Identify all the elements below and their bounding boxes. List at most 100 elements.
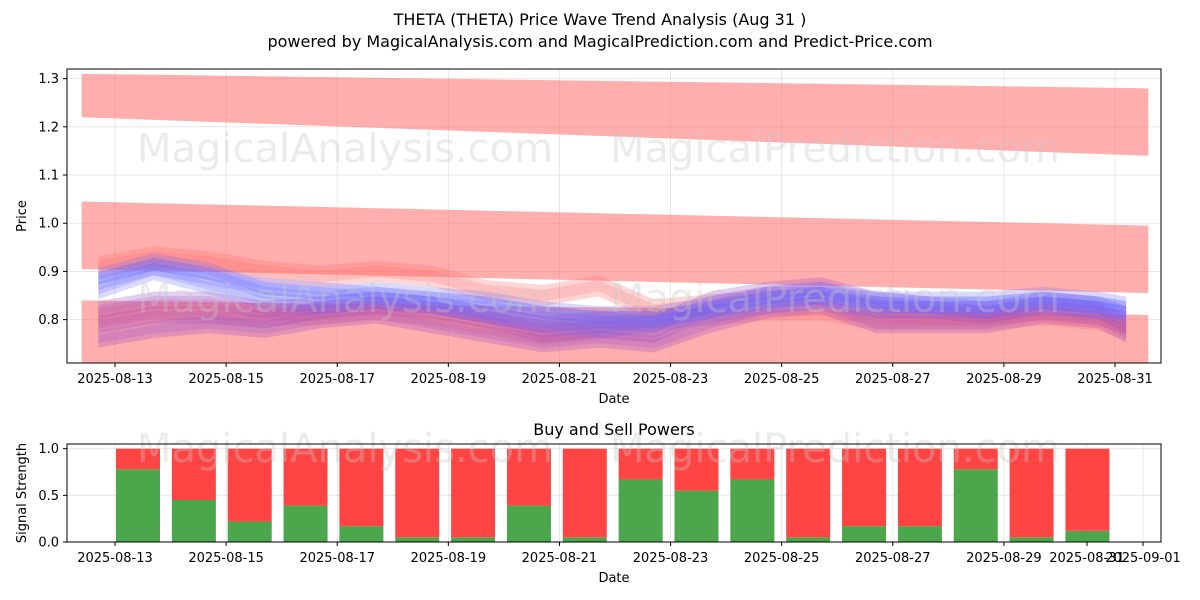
buy-bar <box>395 537 440 542</box>
price-plot-frame <box>66 68 1162 364</box>
blue-wave-0 <box>98 257 1127 329</box>
price-x-tick-label: 2025-08-27 <box>855 372 931 387</box>
buy-bar <box>1065 530 1110 542</box>
buy-bar <box>953 469 998 542</box>
signal-x-ticks: 2025-08-13 2025-08-15 2025-08-17 2025-08-19… <box>77 542 1181 566</box>
buy-bar <box>786 537 831 542</box>
price-plot: MagicalAnalysis.com MagicalPrediction.co… <box>15 68 1162 407</box>
signal-bars <box>116 448 1110 542</box>
purple-wave-2 <box>98 277 1127 334</box>
sell-bar <box>451 448 496 538</box>
sell-bar <box>842 448 887 527</box>
sell-bar <box>1065 448 1110 531</box>
signal-x-tick-label: 2025-08-19 <box>411 551 487 566</box>
purple-wave-core-2 <box>98 281 1127 329</box>
sell-bar <box>339 448 384 527</box>
sell-bar <box>730 448 775 480</box>
signal-x-tick-label: 2025-08-13 <box>77 551 153 566</box>
price-y-tick-label: 1.3 <box>38 72 59 87</box>
price-y-ticks: 0.8 0.9 1.0 1.1 1.2 1.3 <box>38 72 67 328</box>
blue-wave-2 <box>98 253 1127 324</box>
price-y-tick-label: 1.0 <box>38 217 59 232</box>
price-x-tick-label: 2025-08-25 <box>744 372 820 387</box>
wave-bands <box>98 246 1127 353</box>
sell-bar <box>171 448 216 500</box>
sell-bar <box>283 448 328 506</box>
price-y-tick-label: 1.1 <box>38 169 59 184</box>
buy-bar <box>674 490 719 542</box>
sell-bar <box>506 448 551 506</box>
signal-x-label: Date <box>598 571 629 586</box>
sell-bar <box>674 448 719 491</box>
signal-x-tick-label: 2025-08-31 <box>1049 551 1125 566</box>
signal-plot: Buy and Sell Powers MagicalAnalysis.com … <box>15 420 1181 586</box>
signal-y-tick-label: 0.0 <box>38 536 59 551</box>
price-x-tick-label: 2025-08-19 <box>411 372 487 387</box>
chart-title: THETA (THETA) Price Wave Trend Analysis … <box>393 10 807 29</box>
price-x-tick-label: 2025-08-23 <box>633 372 709 387</box>
purple-wave-core-1 <box>98 300 1127 349</box>
sell-bar <box>116 448 160 470</box>
buy-bar <box>227 521 272 542</box>
red-wave-core-1 <box>98 304 1127 340</box>
red-wave-0 <box>98 246 1127 336</box>
buy-bar <box>506 505 551 542</box>
buy-bar <box>562 537 607 542</box>
buy-bar <box>339 526 384 542</box>
price-y-tick-label: 1.2 <box>38 120 59 135</box>
sell-bar <box>562 448 607 538</box>
purple-wave-1 <box>98 296 1127 353</box>
signal-x-tick-label: 2025-08-27 <box>855 551 931 566</box>
watermark-mid-right: MagicalPrediction.com <box>610 276 1060 322</box>
buy-bar <box>842 526 887 542</box>
red-bands <box>81 73 1149 363</box>
sell-bar <box>786 448 831 538</box>
sell-bar <box>953 448 998 470</box>
buy-bar <box>618 479 663 542</box>
price-x-tick-label: 2025-08-21 <box>522 372 598 387</box>
sell-bar <box>1009 448 1054 538</box>
price-x-tick-label: 2025-08-15 <box>188 372 264 387</box>
signal-x-tick-label: 2025-08-15 <box>188 551 264 566</box>
signal-x-tick-label: 2025-08-17 <box>299 551 375 566</box>
watermark-bottom-right: MagicalPrediction.com <box>610 426 1060 472</box>
sell-bar <box>395 448 440 538</box>
price-y-tick-label: 0.9 <box>38 265 59 280</box>
chart-subtitle: powered by MagicalAnalysis.com and Magic… <box>267 32 932 51</box>
sell-bar <box>897 448 942 527</box>
red-band-1 <box>81 201 1149 294</box>
price-x-ticks: 2025-08-13 2025-08-15 2025-08-17 2025-08-19… <box>77 363 1153 387</box>
blue-wave-1 <box>98 262 1127 338</box>
blue-wave-core-0 <box>98 262 1127 324</box>
signal-y-tick-label: 0.5 <box>38 489 59 504</box>
buy-bar <box>1009 537 1054 542</box>
buy-bar <box>451 537 496 542</box>
signal-y-ticks: 0.0 0.5 1.0 <box>38 442 67 551</box>
purple-wave-core-0 <box>98 291 1127 339</box>
watermark-top-left: MagicalAnalysis.com <box>137 126 553 172</box>
signal-x-tick-label: 2025-08-25 <box>744 551 820 566</box>
price-x-tick-label: 2025-08-17 <box>299 372 375 387</box>
purple-wave-0 <box>98 286 1127 343</box>
price-y-label: Price <box>15 200 30 232</box>
signal-plot-frame <box>66 443 1162 543</box>
sell-bar <box>618 448 663 480</box>
price-x-tick-label: 2025-08-31 <box>1077 372 1153 387</box>
signal-y-tick-label: 1.0 <box>38 442 59 457</box>
red-band-2 <box>81 300 1149 363</box>
price-x-tick-label: 2025-08-29 <box>966 372 1042 387</box>
red-wave-1 <box>98 299 1127 345</box>
signal-x-tick-label: 2025-08-21 <box>522 551 598 566</box>
signal-y-label: Signal Strength <box>15 443 30 543</box>
price-y-tick-label: 0.8 <box>38 313 59 328</box>
buy-bar <box>730 479 775 542</box>
buy-bar <box>171 500 216 542</box>
watermark-mid-left: MagicalAnalysis.com <box>137 276 553 322</box>
price-x-label: Date <box>598 392 629 407</box>
buy-bar <box>283 505 328 542</box>
buy-bar <box>897 526 942 542</box>
buy-bar <box>116 469 160 542</box>
blue-wave-core-1 <box>98 267 1127 334</box>
red-band-0 <box>81 73 1149 156</box>
